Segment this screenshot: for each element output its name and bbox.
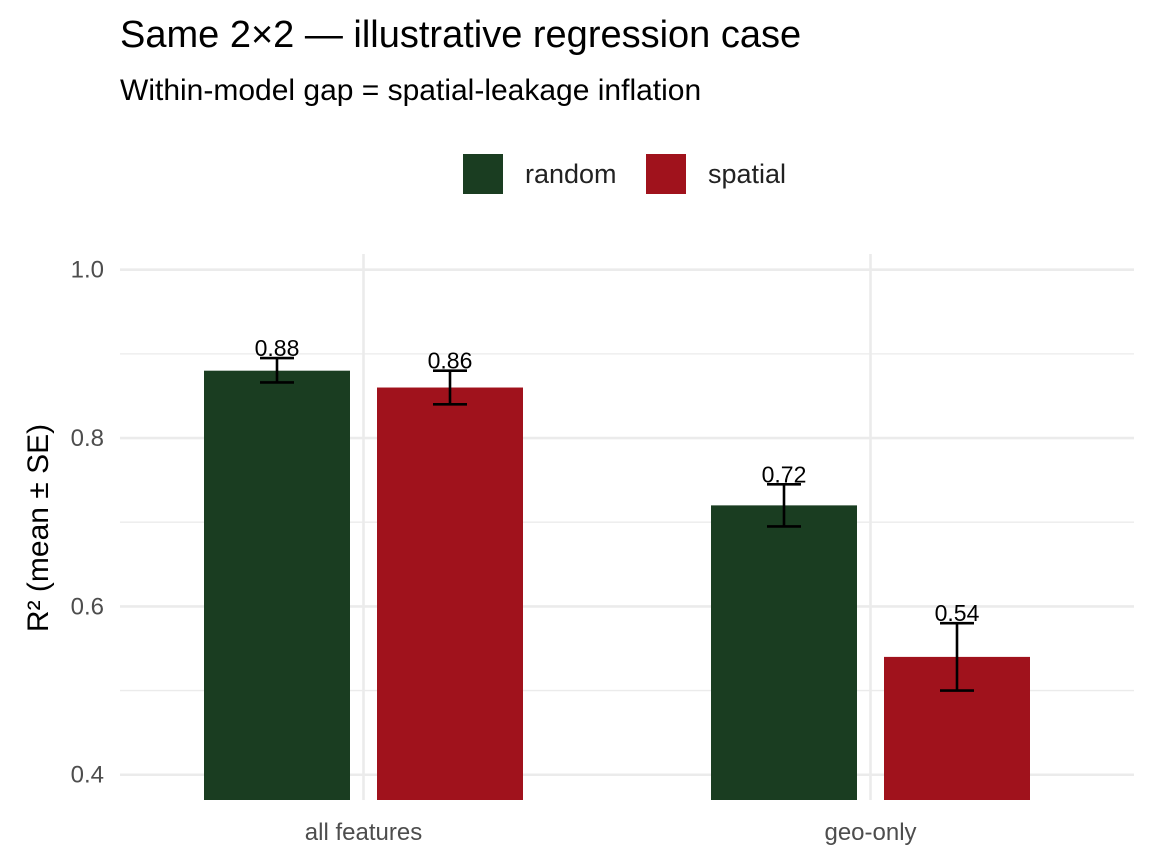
- legend-item-spatial: spatial: [646, 152, 786, 196]
- bar-random: [204, 370, 350, 800]
- axes: 0.4 0.6 0.8 1.0 all features geo-only: [71, 257, 917, 846]
- bar-random: [711, 505, 857, 800]
- data-label-spatial: 0.54: [935, 600, 980, 626]
- chart-title: Same 2×2 — illustrative regression case: [120, 14, 802, 56]
- legend-label-random: random: [525, 158, 617, 189]
- y-axis-label: R² (mean ± SE): [22, 424, 55, 632]
- legend: random spatial: [0, 152, 1152, 196]
- data-label-random: 0.88: [255, 335, 300, 361]
- error-bars: [260, 356, 974, 692]
- x-tick-label: geo-only: [824, 819, 916, 846]
- y-tick-label: 0.4: [71, 762, 104, 789]
- x-tick-label: all features: [305, 819, 422, 846]
- y-tick-label: 1.0: [71, 257, 104, 284]
- data-labels: 0.88 0.86 0.72 0.54: [255, 335, 980, 626]
- y-tick-label: 0.6: [71, 593, 104, 620]
- legend-key-spatial: [646, 154, 686, 194]
- chart-subtitle: Within-model gap = spatial-leakage infla…: [120, 74, 702, 107]
- bar-spatial: [377, 387, 523, 800]
- data-label-random: 0.72: [762, 461, 807, 487]
- legend-key-random: [463, 154, 503, 194]
- legend-item-random: random: [463, 152, 617, 196]
- data-label-spatial: 0.86: [428, 348, 473, 374]
- legend-label-spatial: spatial: [708, 158, 787, 189]
- y-tick-label: 0.8: [71, 425, 104, 452]
- bars: [204, 370, 1030, 800]
